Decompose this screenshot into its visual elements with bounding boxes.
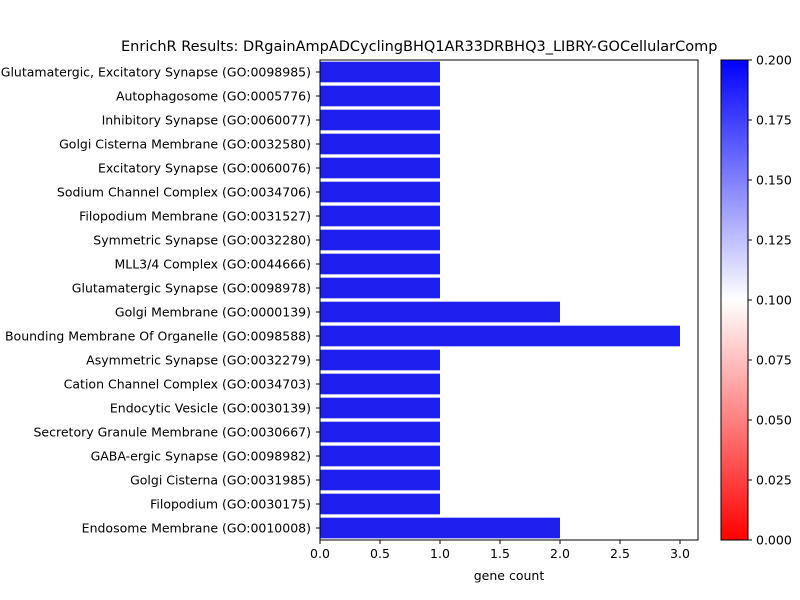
bar xyxy=(320,133,440,155)
colorbar-axis: 0.000 0.025 0.050 0.075 0.100 0.125 0.150 0.175… xyxy=(748,53,792,548)
bar xyxy=(320,61,440,83)
category-label: Bounding Membrane Of Organelle (GO:00985… xyxy=(5,329,311,344)
bar xyxy=(320,253,440,275)
bar xyxy=(320,109,440,131)
chart-title: EnrichR Results: DRgainAmpADCyclingBHQ1A… xyxy=(121,39,717,55)
x-tick-label: 0.5 xyxy=(370,546,390,561)
x-axis: 0.0 0.5 1.0 1.5 2.0 2.5 3.0 xyxy=(310,540,690,561)
x-tick-label: 1.5 xyxy=(490,546,510,561)
category-label: Asymmetric Synapse (GO:0032279) xyxy=(86,353,311,368)
category-label: GABA-ergic Synapse (GO:0098982) xyxy=(91,449,311,464)
colorbar-tick-label: 0.175 xyxy=(756,113,792,128)
bar xyxy=(320,445,440,467)
category-label: Symmetric Synapse (GO:0032280) xyxy=(93,233,311,248)
bar xyxy=(320,229,440,251)
category-label: Filopodium (GO:0030175) xyxy=(150,497,311,512)
colorbar-tick-label: 0.075 xyxy=(756,353,792,368)
category-label: Inhibitory Synapse (GO:0060077) xyxy=(102,113,311,128)
bar xyxy=(320,397,440,419)
category-label: Glutamatergic Synapse (GO:0098978) xyxy=(72,281,311,296)
category-label: MLL3/4 Complex (GO:0044666) xyxy=(114,257,311,272)
category-label: Excitatory Synapse (GO:0060076) xyxy=(98,161,311,176)
bar xyxy=(320,205,440,227)
category-label: Autophagosome (GO:0005776) xyxy=(116,89,311,104)
category-label: Endosome Membrane (GO:0010008) xyxy=(82,521,311,536)
colorbar-tick-label: 0.200 xyxy=(756,53,792,68)
colorbar xyxy=(720,59,749,541)
bar xyxy=(320,421,440,443)
bar xyxy=(320,181,440,203)
bar xyxy=(320,301,560,323)
bar xyxy=(320,469,440,491)
bar xyxy=(320,325,680,347)
colorbar-tick-label: 0.000 xyxy=(756,533,792,548)
colorbar-tick-label: 0.025 xyxy=(756,473,792,488)
bar xyxy=(320,85,440,107)
category-label: Golgi Cisterna (GO:0031985) xyxy=(130,473,311,488)
x-tick-label: 0.0 xyxy=(310,546,330,561)
bar xyxy=(320,157,440,179)
x-axis-label: gene count xyxy=(474,568,545,583)
colorbar-tick-label: 0.125 xyxy=(756,233,792,248)
x-tick-label: 2.5 xyxy=(610,546,630,561)
bar xyxy=(320,493,440,515)
category-label: Glutamatergic, Excitatory Synapse (GO:00… xyxy=(1,65,311,80)
category-labels: Glutamatergic, Excitatory Synapse (GO:00… xyxy=(1,65,320,536)
category-label: Golgi Cisterna Membrane (GO:0032580) xyxy=(59,137,311,152)
x-tick-label: 3.0 xyxy=(670,546,690,561)
bar xyxy=(320,517,560,539)
colorbar-tick-label: 0.050 xyxy=(756,413,792,428)
colorbar-tick-label: 0.150 xyxy=(756,173,792,188)
category-label: Sodium Channel Complex (GO:0034706) xyxy=(57,185,311,200)
colorbar-tick-label: 0.100 xyxy=(756,293,792,308)
plot-frame xyxy=(319,59,699,541)
category-label: Filopodium Membrane (GO:0031527) xyxy=(79,209,311,224)
category-label: Cation Channel Complex (GO:0034703) xyxy=(64,377,311,392)
bar xyxy=(320,373,440,395)
x-tick-label: 1.0 xyxy=(430,546,450,561)
category-label: Endocytic Vesicle (GO:0030139) xyxy=(110,401,311,416)
category-label: Golgi Membrane (GO:0000139) xyxy=(115,305,311,320)
bar xyxy=(320,349,440,371)
x-tick-label: 2.0 xyxy=(550,546,570,561)
bar xyxy=(320,277,440,299)
category-label: Secretory Granule Membrane (GO:0030667) xyxy=(34,425,312,440)
bars xyxy=(320,61,680,539)
